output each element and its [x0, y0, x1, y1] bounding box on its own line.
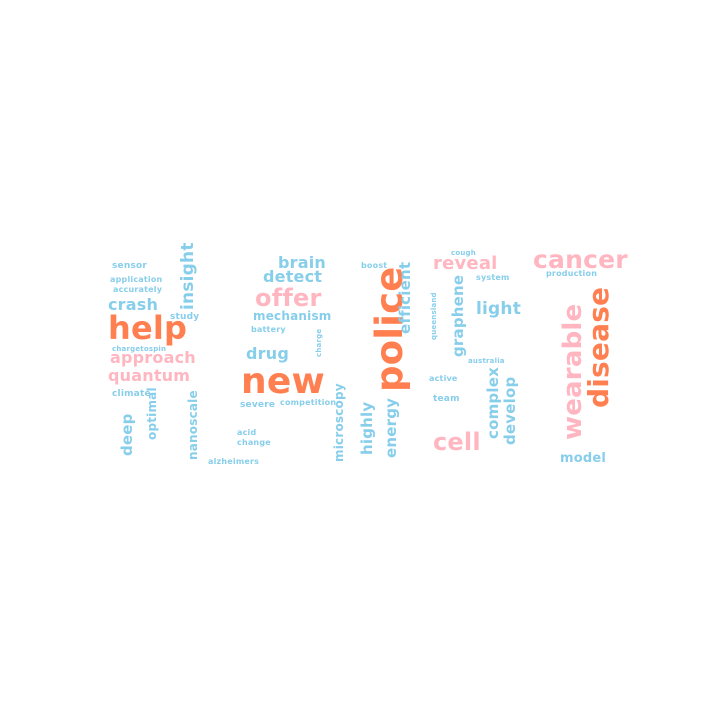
word-cell: cell — [433, 428, 481, 456]
word-drug: drug — [246, 344, 289, 363]
word-battery: battery — [251, 325, 286, 334]
word-quantum: quantum — [108, 366, 191, 385]
word-reveal: reveal — [433, 253, 498, 274]
word-approach: approach — [110, 348, 196, 367]
word-complex: complex — [484, 367, 502, 439]
word-charge: charge — [315, 328, 323, 357]
word-change: change — [237, 438, 271, 447]
word-cough: cough — [451, 249, 476, 257]
word-production: production — [546, 269, 598, 278]
word-chargetospin: chargetospin — [112, 345, 167, 353]
word-system: system — [476, 273, 510, 282]
word-sensor: sensor — [112, 261, 148, 271]
word-active: active — [429, 374, 458, 383]
word-efficient: efficient — [396, 261, 414, 334]
word-queensland: queensland — [430, 292, 438, 340]
word-microscopy: microscopy — [332, 383, 346, 462]
word-deep: deep — [118, 413, 136, 456]
word-detect: detect — [263, 267, 323, 286]
word-team: team — [433, 394, 460, 404]
word-highly: highly — [358, 401, 376, 455]
word-energy: energy — [382, 397, 400, 458]
word-graphene: graphene — [449, 274, 467, 357]
word-application: application — [110, 275, 163, 284]
word-light: light — [476, 299, 522, 319]
word-offer: offer — [255, 284, 322, 312]
word-brain: brain — [278, 253, 327, 272]
word-acid: acid — [237, 428, 257, 437]
word-severe: severe — [240, 400, 276, 410]
word-climate: climate — [112, 389, 151, 399]
word-alzheimers: alzheimers — [208, 457, 260, 466]
word-cancer: cancer — [533, 245, 628, 274]
word-insight: insight — [178, 242, 198, 310]
word-mechanism: mechanism — [253, 309, 332, 323]
word-boost: boost — [361, 261, 388, 270]
word-help: help — [108, 309, 188, 347]
word-accurately: accurately — [113, 285, 163, 294]
word-competition: competition — [280, 398, 337, 407]
word-australia: australia — [468, 357, 505, 365]
word-model: model — [560, 451, 607, 466]
word-wearable: wearable — [558, 303, 588, 440]
word-nanoscale: nanoscale — [186, 390, 200, 460]
word-new: new — [241, 361, 325, 402]
word-crash: crash — [108, 295, 159, 314]
word-study: study — [170, 312, 200, 322]
word-develop: develop — [501, 376, 519, 445]
word-disease: disease — [582, 286, 615, 408]
